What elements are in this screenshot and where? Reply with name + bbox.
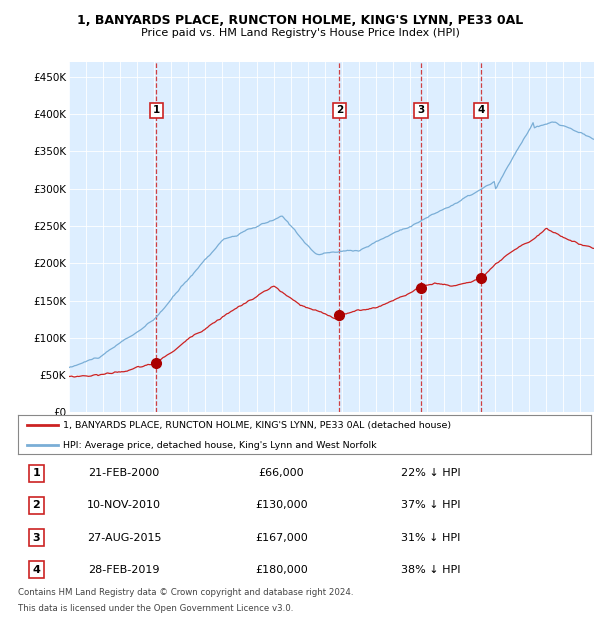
Text: 22% ↓ HPI: 22% ↓ HPI — [401, 468, 460, 478]
Text: 37% ↓ HPI: 37% ↓ HPI — [401, 500, 460, 510]
Text: 2: 2 — [32, 500, 40, 510]
Text: 1: 1 — [153, 105, 160, 115]
Text: Price paid vs. HM Land Registry's House Price Index (HPI): Price paid vs. HM Land Registry's House … — [140, 28, 460, 38]
Text: 21-FEB-2000: 21-FEB-2000 — [88, 468, 160, 478]
Text: 4: 4 — [32, 565, 40, 575]
Text: £66,000: £66,000 — [259, 468, 304, 478]
Text: HPI: Average price, detached house, King's Lynn and West Norfolk: HPI: Average price, detached house, King… — [62, 441, 376, 450]
Text: £130,000: £130,000 — [255, 500, 308, 510]
Text: Contains HM Land Registry data © Crown copyright and database right 2024.: Contains HM Land Registry data © Crown c… — [18, 588, 353, 597]
Text: £167,000: £167,000 — [255, 533, 308, 542]
Text: £180,000: £180,000 — [255, 565, 308, 575]
Text: 31% ↓ HPI: 31% ↓ HPI — [401, 533, 460, 542]
Text: This data is licensed under the Open Government Licence v3.0.: This data is licensed under the Open Gov… — [18, 604, 293, 613]
Text: 3: 3 — [32, 533, 40, 542]
Text: 4: 4 — [478, 105, 485, 115]
Text: 1, BANYARDS PLACE, RUNCTON HOLME, KING'S LYNN, PE33 0AL (detached house): 1, BANYARDS PLACE, RUNCTON HOLME, KING'S… — [62, 420, 451, 430]
Text: 10-NOV-2010: 10-NOV-2010 — [87, 500, 161, 510]
Text: 3: 3 — [418, 105, 425, 115]
Text: 2: 2 — [336, 105, 343, 115]
Text: 1: 1 — [32, 468, 40, 478]
Text: 1, BANYARDS PLACE, RUNCTON HOLME, KING'S LYNN, PE33 0AL: 1, BANYARDS PLACE, RUNCTON HOLME, KING'S… — [77, 14, 523, 27]
Text: 27-AUG-2015: 27-AUG-2015 — [87, 533, 161, 542]
Text: 38% ↓ HPI: 38% ↓ HPI — [401, 565, 460, 575]
Text: 28-FEB-2019: 28-FEB-2019 — [88, 565, 160, 575]
